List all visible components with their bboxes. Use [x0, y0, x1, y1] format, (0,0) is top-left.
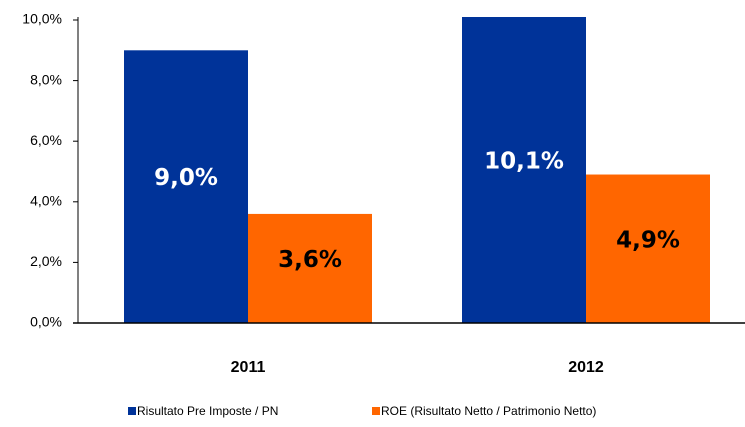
plot-area: [124, 17, 710, 324]
y-tick-label: 0,0%: [30, 314, 62, 330]
legend-label: Risultato Pre Imposte / PN: [137, 404, 278, 418]
y-tick-label: 10,0%: [22, 11, 62, 27]
bar: [248, 213, 372, 323]
y-tick-label: 6,0%: [30, 132, 62, 148]
x-tick-label: 2011: [231, 359, 266, 376]
value-label: 10,1%: [484, 149, 564, 175]
bar: [586, 174, 710, 323]
legend-label: ROE (Risultato Netto / Patrimonio Netto): [381, 404, 596, 418]
value-label: 9,0%: [154, 165, 218, 191]
legend-swatch: [128, 407, 136, 415]
legend-swatch: [372, 407, 380, 415]
y-tick-label: 8,0%: [30, 71, 62, 87]
value-label: 3,6%: [278, 247, 342, 273]
y-tick-label: 4,0%: [30, 193, 62, 209]
y-tick-label: 2,0%: [30, 253, 62, 269]
value-label: 4,9%: [616, 227, 680, 253]
x-tick-label: 2012: [568, 359, 604, 376]
bar: [124, 50, 248, 324]
bar: [462, 17, 586, 323]
